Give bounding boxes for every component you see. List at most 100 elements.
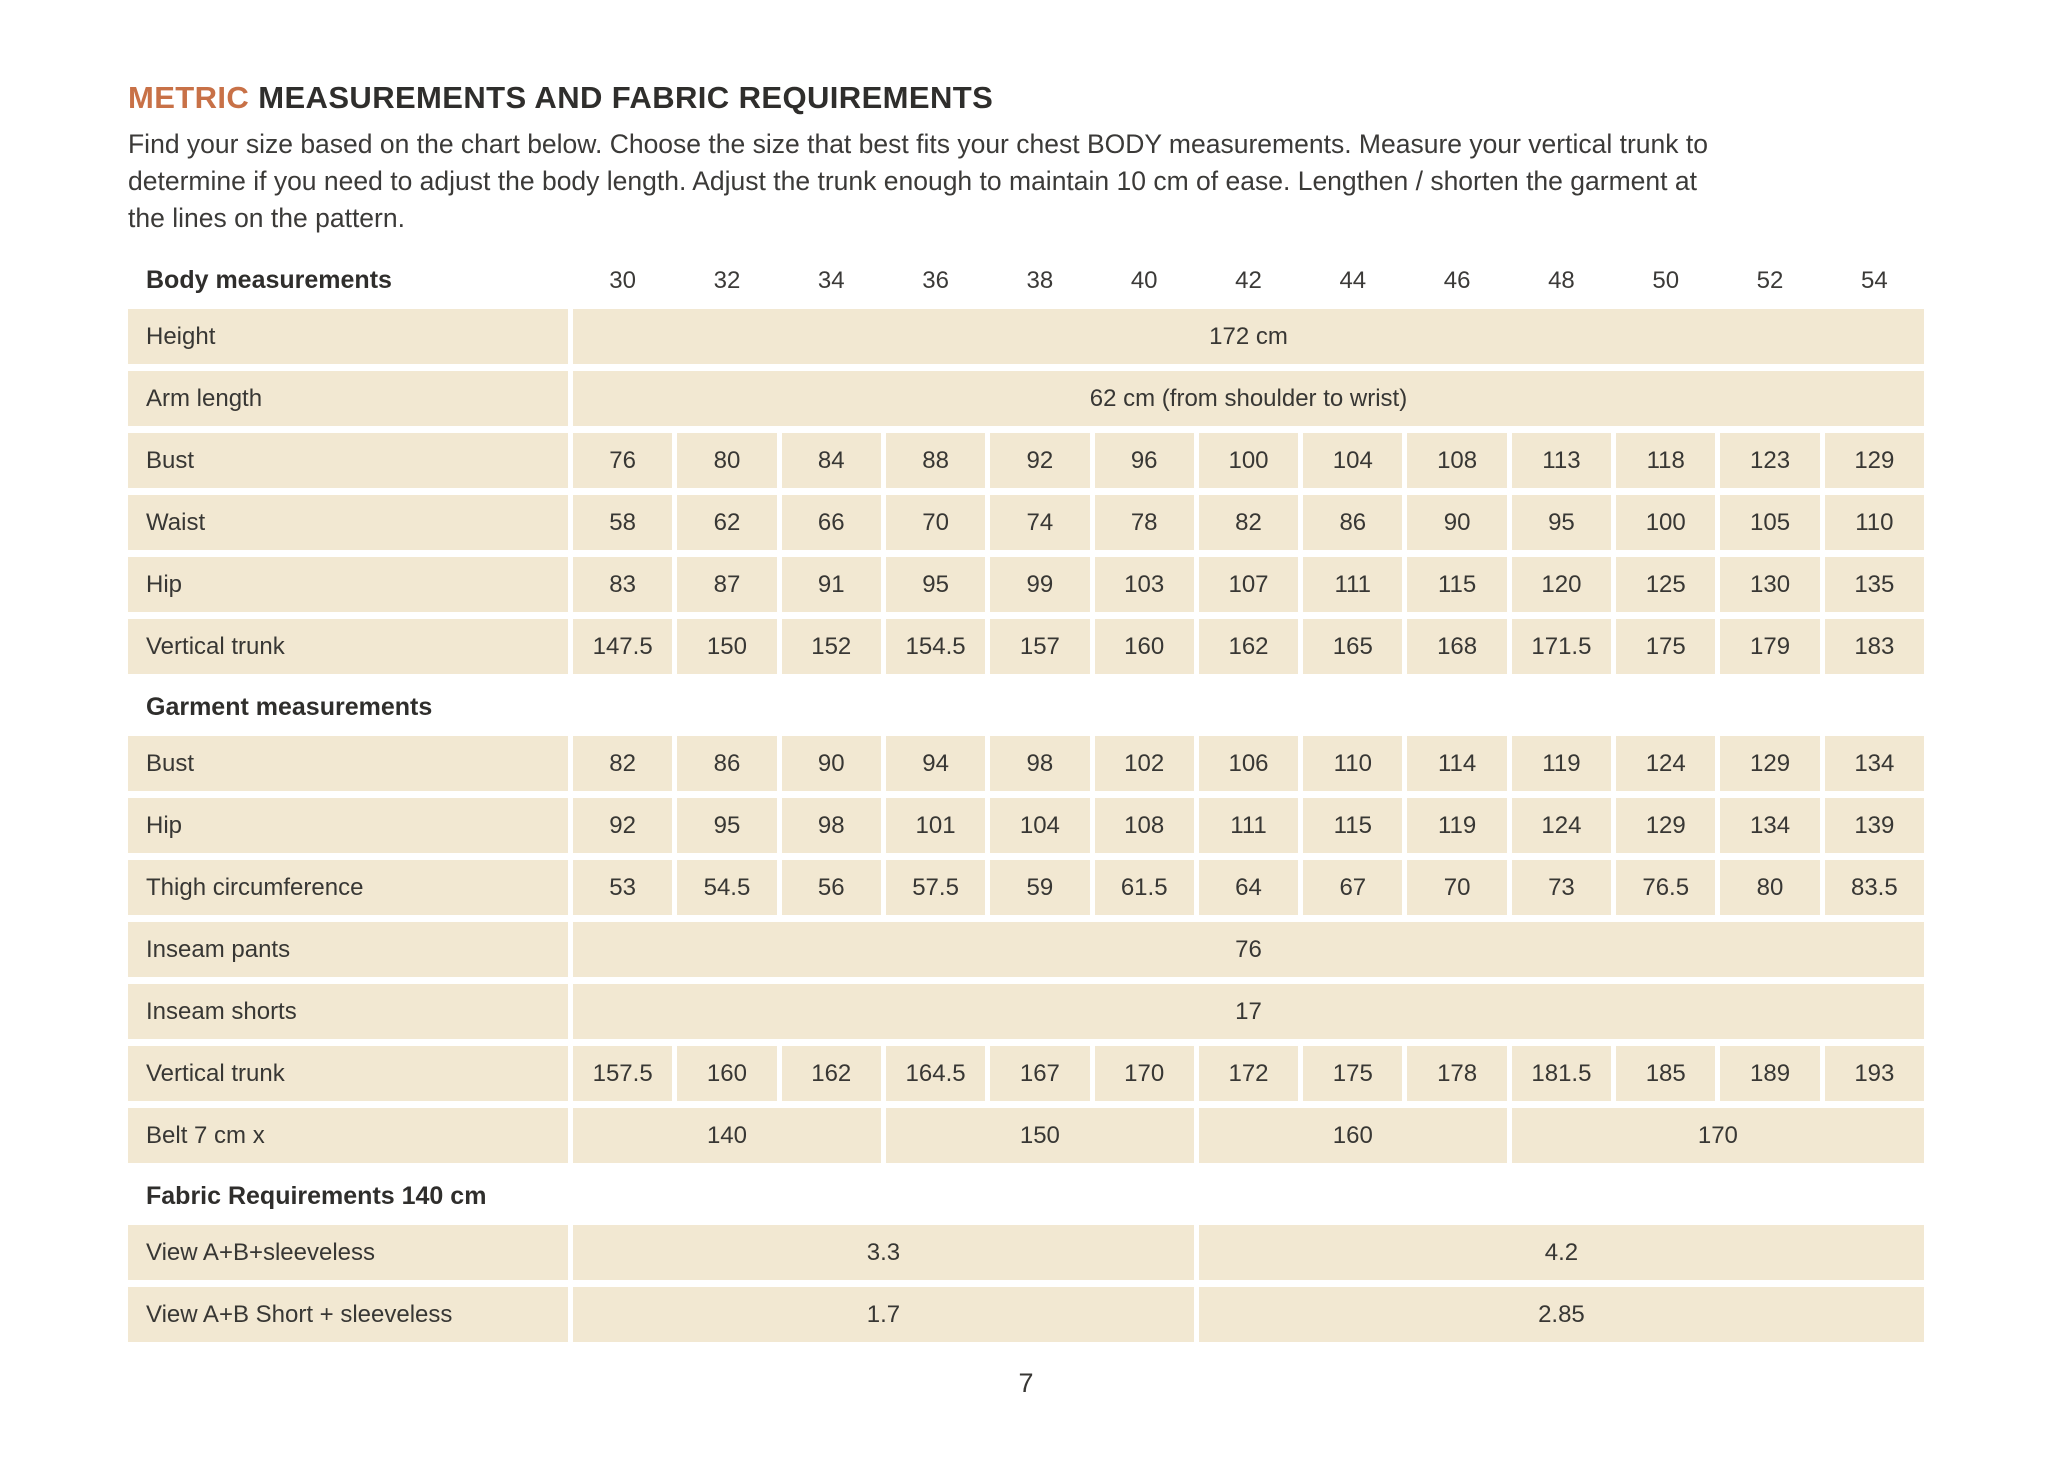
value-cell: 110 — [1303, 736, 1403, 791]
value-cell: 124 — [1511, 798, 1612, 853]
span-value-cell: 140 — [573, 1108, 881, 1163]
value-cell: 123 — [1720, 433, 1820, 488]
value-cell: 135 — [1824, 557, 1924, 612]
value-cell: 86 — [677, 736, 777, 791]
value-cell: 95 — [885, 557, 986, 612]
section-header-row: Fabric Requirements 140 cm — [128, 1173, 1924, 1219]
value-cell: 115 — [1303, 798, 1403, 853]
value-cell: 108 — [1094, 798, 1194, 853]
value-cell: 164.5 — [885, 1046, 986, 1101]
value-cell: 100 — [1198, 433, 1299, 488]
span-value-cell: 170 — [1511, 1108, 1924, 1163]
value-cell: 134 — [1720, 798, 1820, 853]
value-cell: 162 — [781, 1046, 881, 1101]
size-column-header: 52 — [1756, 267, 1784, 294]
size-column-header: 46 — [1443, 267, 1471, 294]
value-cell: 108 — [1407, 433, 1507, 488]
table-row: Hip 83 87 91 95 99 103 107 111 115 120 125 130 135 — [128, 557, 1924, 612]
value-cell: 193 — [1824, 1046, 1924, 1101]
value-cell: 129 — [1720, 736, 1820, 791]
table-row: Belt 7 cm x 140 150 160 170 — [128, 1108, 1924, 1163]
value-cell: 84 — [781, 433, 881, 488]
value-cell: 61.5 — [1094, 860, 1194, 915]
size-column-header: 50 — [1652, 267, 1680, 294]
value-cell: 167 — [990, 1046, 1090, 1101]
page-footer: 7 — [128, 1368, 1924, 1399]
value-cell: 129 — [1824, 433, 1924, 488]
value-cell: 113 — [1511, 433, 1612, 488]
value-cell: 189 — [1720, 1046, 1820, 1101]
value-cell: 118 — [1616, 433, 1716, 488]
value-cell: 129 — [1616, 798, 1716, 853]
value-cell: 178 — [1407, 1046, 1507, 1101]
span-value-cell: 172 cm — [573, 309, 1924, 364]
value-cell: 92 — [990, 433, 1090, 488]
table-row: Bust 76 80 84 88 92 96 100 104 108 113 118 123 129 — [128, 433, 1924, 488]
size-column-header: 38 — [1026, 267, 1054, 294]
value-cell: 56 — [781, 860, 881, 915]
value-cell: 82 — [1198, 495, 1299, 550]
size-column-header: 40 — [1130, 267, 1158, 294]
value-cell: 110 — [1824, 495, 1924, 550]
value-cell: 73 — [1511, 860, 1612, 915]
value-cell: 92 — [573, 798, 673, 853]
table-row: Bust 82 86 90 94 98 102 106 110 114 119 124 129 134 — [128, 736, 1924, 791]
value-cell: 59 — [990, 860, 1090, 915]
value-cell: 125 — [1616, 557, 1716, 612]
value-cell: 95 — [677, 798, 777, 853]
value-cell: 160 — [677, 1046, 777, 1101]
value-cell: 57.5 — [885, 860, 986, 915]
value-cell: 90 — [781, 736, 881, 791]
value-cell: 98 — [990, 736, 1090, 791]
value-cell: 91 — [781, 557, 881, 612]
span-value-cell: 4.2 — [1198, 1225, 1924, 1280]
value-cell: 100 — [1616, 495, 1716, 550]
value-cell: 80 — [677, 433, 777, 488]
span-value-cell: 1.7 — [573, 1287, 1194, 1342]
row-label: Height — [128, 309, 568, 364]
value-cell: 105 — [1720, 495, 1820, 550]
value-cell: 165 — [1303, 619, 1403, 674]
value-cell: 58 — [573, 495, 673, 550]
table-row: Waist 58 62 66 70 74 78 82 86 90 95 100 105 110 — [128, 495, 1924, 550]
table-row: Hip 92 95 98 101 104 108 111 115 119 124 129 134 139 — [128, 798, 1924, 853]
value-cell: 139 — [1824, 798, 1924, 853]
value-cell: 185 — [1616, 1046, 1716, 1101]
section-header-row: Garment measurements — [128, 684, 1924, 730]
value-cell: 94 — [885, 736, 986, 791]
value-cell: 66 — [781, 495, 881, 550]
size-column-header: 48 — [1548, 267, 1575, 294]
value-cell: 106 — [1198, 736, 1299, 791]
value-cell: 82 — [573, 736, 673, 791]
row-label: Bust — [128, 736, 568, 791]
value-cell: 175 — [1616, 619, 1716, 674]
value-cell: 157.5 — [573, 1046, 673, 1101]
row-label: View A+B Short + sleeveless — [128, 1287, 568, 1342]
value-cell: 70 — [1407, 860, 1507, 915]
value-cell: 119 — [1407, 798, 1507, 853]
size-column-header: 30 — [609, 267, 636, 294]
value-cell: 104 — [1303, 433, 1403, 488]
size-column-header: 34 — [817, 267, 845, 294]
span-value-cell: 160 — [1198, 1108, 1507, 1163]
value-cell: 172 — [1198, 1046, 1299, 1101]
row-label: Bust — [128, 433, 568, 488]
span-value-cell: 17 — [573, 984, 1924, 1039]
value-cell: 150 — [677, 619, 777, 674]
section-title: Body measurements — [146, 266, 392, 294]
value-cell: 64 — [1198, 860, 1299, 915]
row-label: Hip — [128, 557, 568, 612]
row-label: Belt 7 cm x — [128, 1108, 568, 1163]
page-title-accent: METRIC — [128, 80, 250, 115]
value-cell: 53 — [573, 860, 673, 915]
row-label: View A+B+sleeveless — [128, 1225, 568, 1280]
value-cell: 76 — [573, 433, 673, 488]
value-cell: 54.5 — [677, 860, 777, 915]
value-cell: 147.5 — [573, 619, 673, 674]
value-cell: 95 — [1511, 495, 1612, 550]
value-cell: 87 — [677, 557, 777, 612]
value-cell: 175 — [1303, 1046, 1403, 1101]
row-label: Inseam shorts — [128, 984, 568, 1039]
value-cell: 104 — [990, 798, 1090, 853]
row-label: Vertical trunk — [128, 619, 568, 674]
